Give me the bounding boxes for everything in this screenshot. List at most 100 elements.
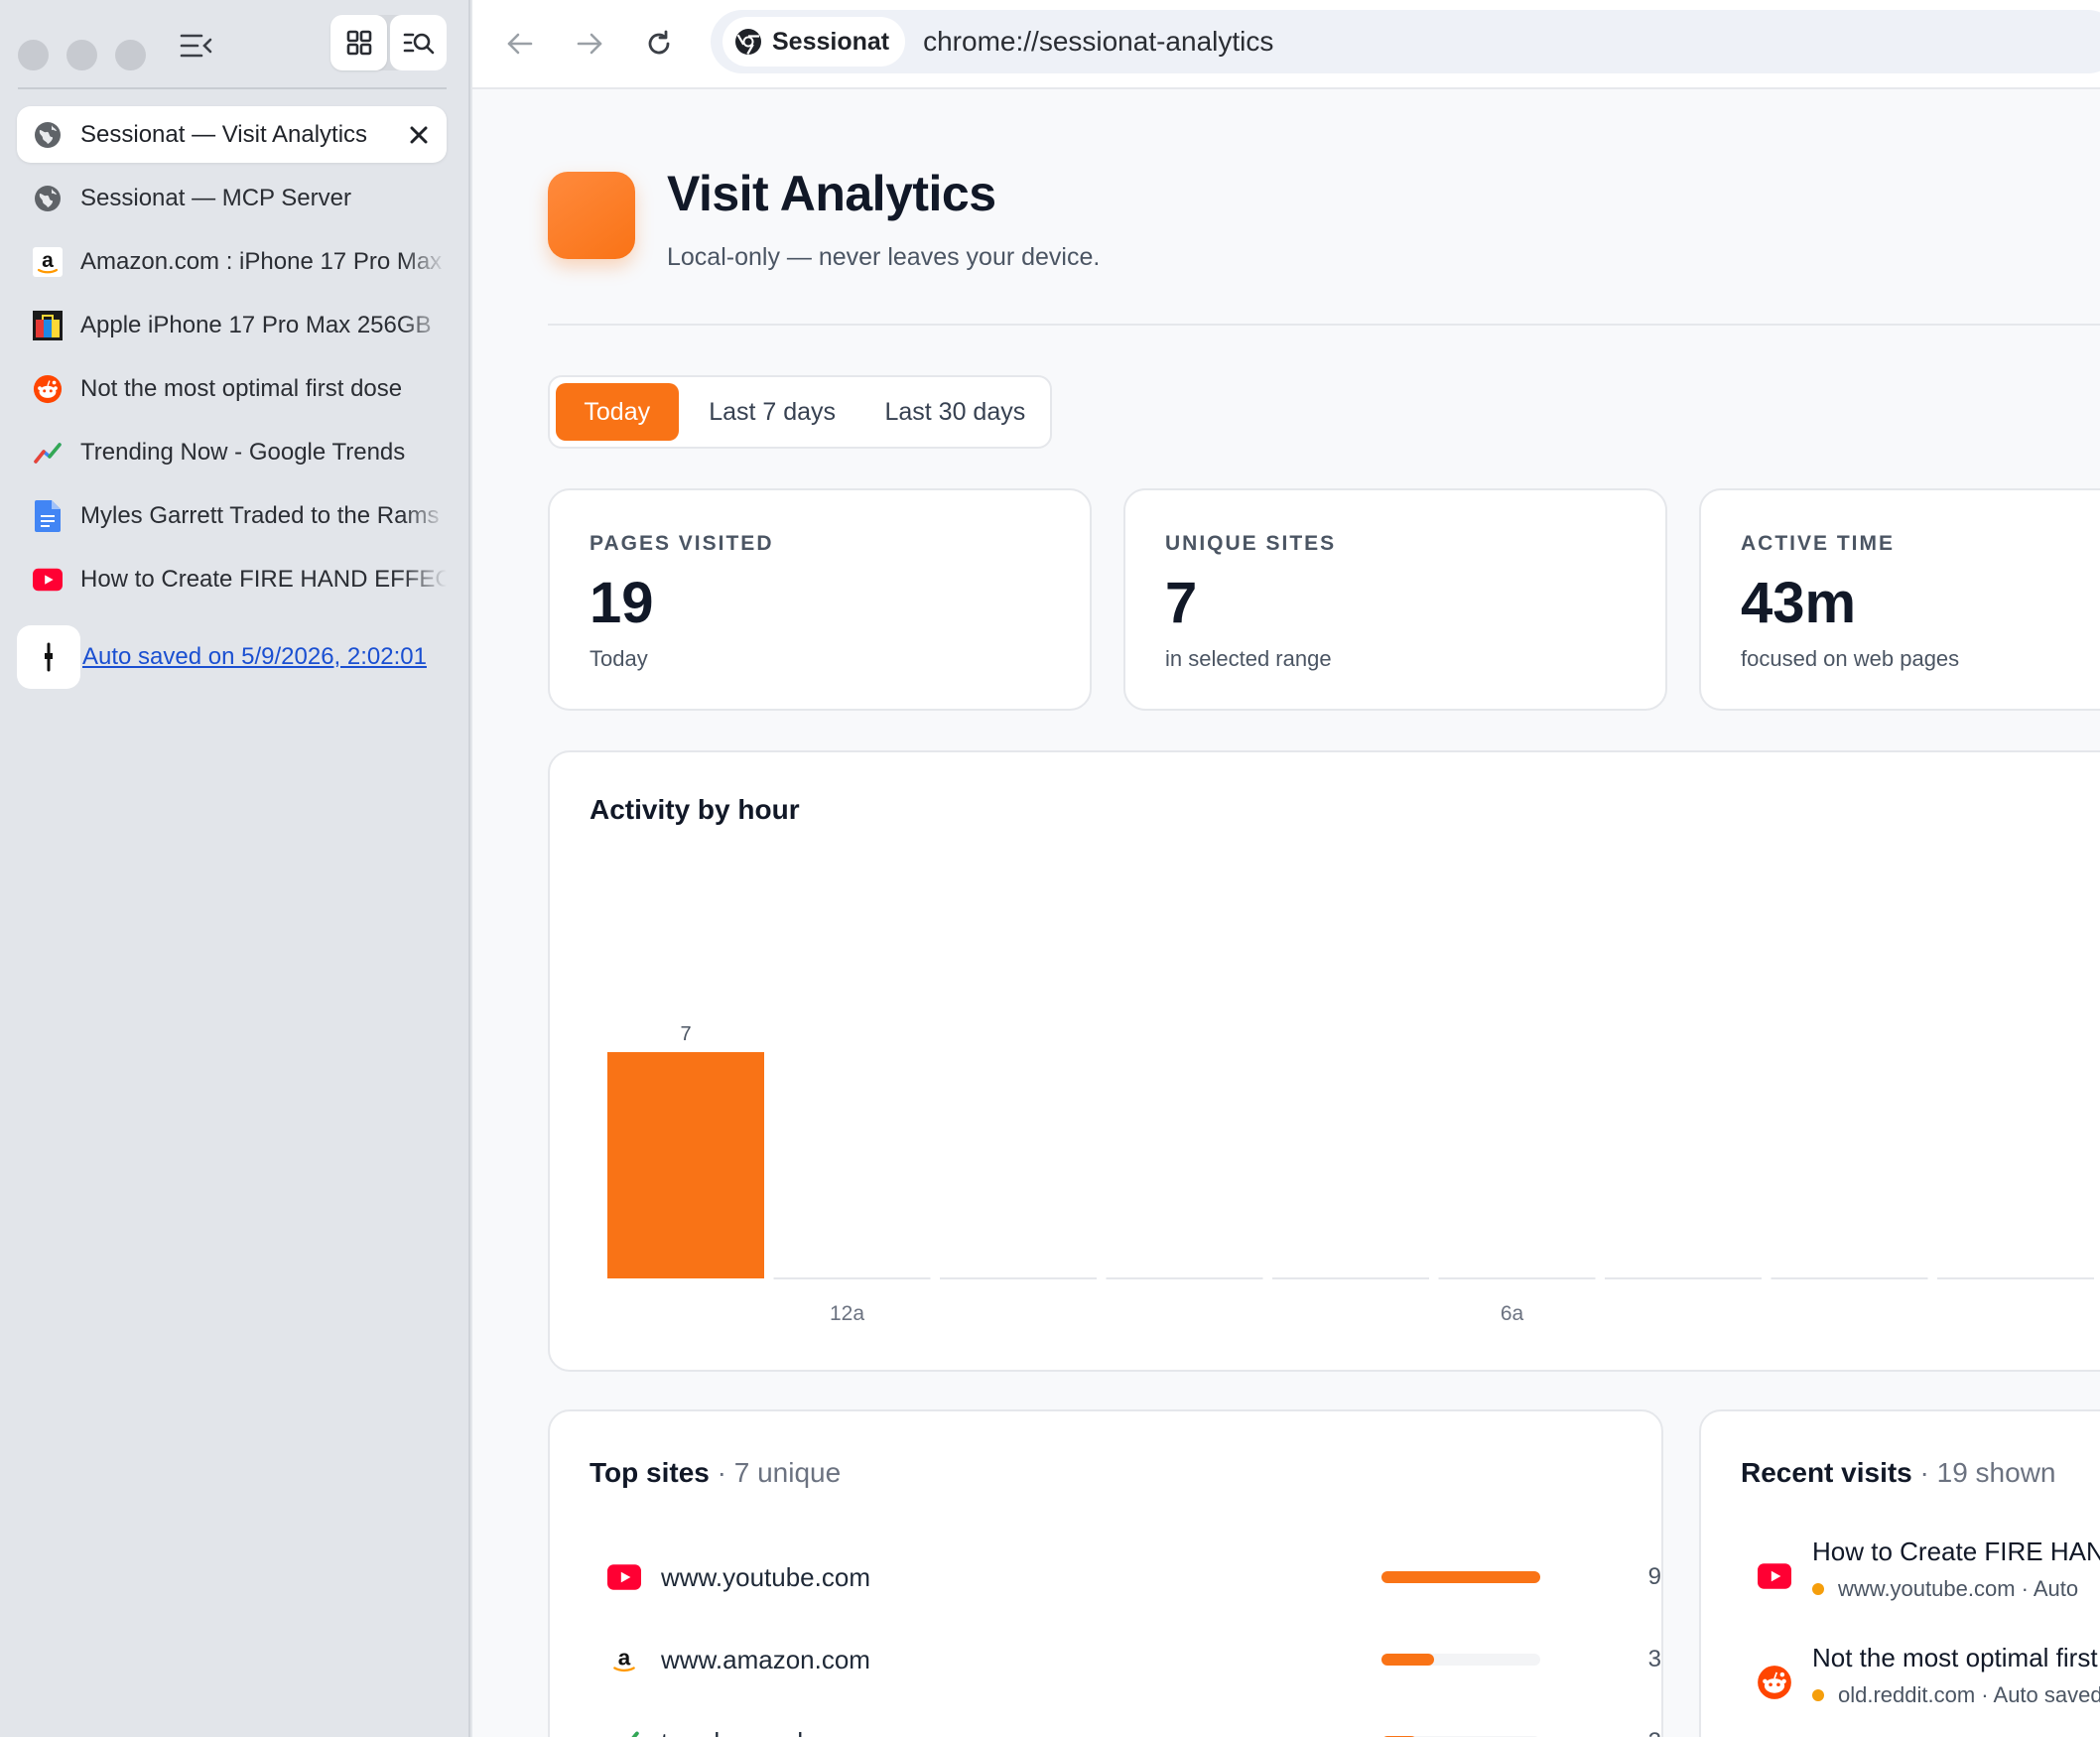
window-controls xyxy=(18,40,146,70)
range-selector: Today Last 7 days Last 30 days xyxy=(548,375,1052,449)
trends-icon xyxy=(33,438,63,468)
range-30-days-button[interactable]: Last 30 days xyxy=(884,397,1026,426)
tab-item[interactable]: Sessionat — MCP Server xyxy=(17,170,447,226)
tab-item[interactable]: Not the most optimal first dose xyxy=(17,360,447,417)
close-icon xyxy=(410,126,428,143)
chart-bar[interactable] xyxy=(940,1277,1097,1279)
tab-item[interactable]: a Amazon.com : iPhone 17 Pro Max xyxy=(17,233,447,290)
grid-view-button[interactable] xyxy=(330,15,387,70)
globe-icon xyxy=(33,120,63,150)
collapse-sidebar-button[interactable] xyxy=(175,24,218,67)
reddit-icon xyxy=(1757,1665,1792,1700)
arrow-right-icon xyxy=(577,33,602,55)
svg-text:a: a xyxy=(42,249,54,272)
trends-icon xyxy=(607,1725,641,1737)
chart-bar[interactable] xyxy=(1937,1277,2094,1279)
recent-visits-title: Recent visits · 19 shown xyxy=(1741,1457,2056,1488)
stat-caption: focused on web pages xyxy=(1741,646,1960,671)
tab-title: Myles Garrett Traded to the Rams xyxy=(80,501,440,529)
chart-bar[interactable] xyxy=(773,1277,931,1279)
tab-item[interactable]: Myles Garrett Traded to the Rams xyxy=(17,487,447,544)
back-button[interactable] xyxy=(498,22,542,66)
chart-bar[interactable] xyxy=(1106,1277,1263,1279)
site-count: 2 xyxy=(1582,1728,1661,1737)
range-7-days-button[interactable]: Last 7 days xyxy=(709,397,837,426)
stat-card-active-time: ACTIVE TIME 43m focused on web pages xyxy=(1699,488,2100,711)
activity-chart-card: Activity by hour 712a6a12p xyxy=(548,750,2100,1372)
browser-toolbar: Sessionat chrome://sessionat-analytics xyxy=(472,0,2100,89)
stat-caption: in selected range xyxy=(1165,646,1332,671)
close-window-button[interactable] xyxy=(18,40,49,70)
site-info-chip[interactable]: Sessionat xyxy=(722,17,906,67)
maximize-window-button[interactable] xyxy=(115,40,146,70)
stat-label: PAGES VISITED xyxy=(590,532,774,555)
top-site-row[interactable]: trends.google.com 2 xyxy=(590,1712,1661,1737)
chart-bar[interactable] xyxy=(1438,1277,1596,1279)
recent-visits-card: Recent visits · 19 shown How to Create F… xyxy=(1699,1409,2100,1737)
reload-icon xyxy=(648,30,670,55)
tab-title: Sessionat — MCP Server xyxy=(80,184,351,211)
range-today-button[interactable]: Today xyxy=(556,383,679,441)
visit-title: How to Create FIRE HAND EFFECT xyxy=(1812,1537,2100,1566)
youtube-icon xyxy=(607,1560,641,1594)
visit-meta: old.reddit.com · Auto saved xyxy=(1812,1682,2100,1708)
site-chip-label: Sessionat xyxy=(772,27,890,56)
forward-button[interactable] xyxy=(568,22,611,66)
tab-item[interactable]: Apple iPhone 17 Pro Max 256GB xyxy=(17,297,447,353)
stat-value: 7 xyxy=(1165,571,1198,635)
shopping-bag-icon xyxy=(33,310,63,340)
sidebar-divider xyxy=(18,87,447,89)
autosave-link[interactable]: Auto saved on 5/9/2026, 2:02:01 xyxy=(82,643,427,670)
tab-item[interactable]: Trending Now - Google Trends xyxy=(17,424,447,480)
tab-sidebar: Sessionat — Visit Analytics Sessionat — … xyxy=(0,0,470,1737)
visit-title: Not the most optimal first dose xyxy=(1812,1643,2100,1672)
top-sites-title: Top sites · 7 unique xyxy=(590,1457,842,1488)
reload-button[interactable] xyxy=(637,22,681,66)
chart-bar[interactable] xyxy=(1272,1277,1429,1279)
page-subtitle: Local-only — never leaves your device. xyxy=(667,243,1101,271)
tab-list: Sessionat — Visit Analytics Sessionat — … xyxy=(17,106,447,614)
recent-visit-row[interactable]: How to Create FIRE HAND EFFECT www.youtub… xyxy=(1741,1537,2100,1616)
status-dot xyxy=(1812,1583,1824,1595)
arrow-left-icon xyxy=(507,33,533,55)
url-text: chrome://sessionat-analytics xyxy=(923,26,1274,57)
youtube-icon xyxy=(33,565,63,595)
reddit-icon xyxy=(33,374,63,404)
recent-visit-row[interactable]: Not the most optimal first dose old.reddi… xyxy=(1741,1643,2100,1722)
globe-icon xyxy=(33,184,63,213)
chart-tick-label: 6a xyxy=(1501,1302,1524,1325)
header-divider xyxy=(548,324,2100,326)
top-site-row[interactable]: a www.amazon.com 3 xyxy=(590,1630,1661,1689)
stat-value: 19 xyxy=(590,571,654,635)
docs-icon xyxy=(33,499,63,532)
stat-label: ACTIVE TIME xyxy=(1741,532,1896,555)
site-name: www.youtube.com xyxy=(661,1561,870,1592)
tab-item[interactable]: Sessionat — Visit Analytics xyxy=(17,106,447,163)
activity-chart: 712a6a12p xyxy=(607,1023,2094,1325)
autosave-entry[interactable]: Auto saved on 5/9/2026, 2:02:01 xyxy=(17,625,427,689)
top-site-row[interactable]: www.youtube.com 9 xyxy=(590,1547,1661,1607)
search-tabs-button[interactable] xyxy=(390,15,447,70)
view-toggle xyxy=(330,15,447,70)
site-bar-fill xyxy=(1381,1571,1540,1583)
stat-label: UNIQUE SITES xyxy=(1165,532,1337,555)
top-sites-card: Top sites · 7 unique www.youtube.com 9 a ww… xyxy=(548,1409,1663,1737)
stat-caption: Today xyxy=(590,646,648,671)
visit-meta: www.youtube.com · Auto xyxy=(1812,1576,2078,1602)
chart-bar[interactable] xyxy=(607,1052,764,1278)
amazon-icon: a xyxy=(33,246,63,277)
svg-text:a: a xyxy=(618,1645,631,1670)
tab-item[interactable]: How to Create FIRE HAND EFFECT xyxy=(17,551,447,607)
tab-title: How to Create FIRE HAND EFFECT xyxy=(80,565,447,593)
minimize-window-button[interactable] xyxy=(66,40,97,70)
chart-data-label: 7 xyxy=(680,1023,691,1045)
status-dot xyxy=(1812,1689,1824,1701)
chart-bar[interactable] xyxy=(1771,1277,1928,1279)
search-list-icon xyxy=(403,33,434,55)
site-bar-track xyxy=(1381,1571,1540,1583)
stat-card-pages-visited: PAGES VISITED 19 Today xyxy=(548,488,1092,711)
chart-bar[interactable] xyxy=(1605,1277,1762,1279)
address-bar[interactable]: Sessionat chrome://sessionat-analytics xyxy=(711,10,2100,73)
close-tab-button[interactable] xyxy=(399,115,439,155)
tab-title: Not the most optimal first dose xyxy=(80,374,403,402)
